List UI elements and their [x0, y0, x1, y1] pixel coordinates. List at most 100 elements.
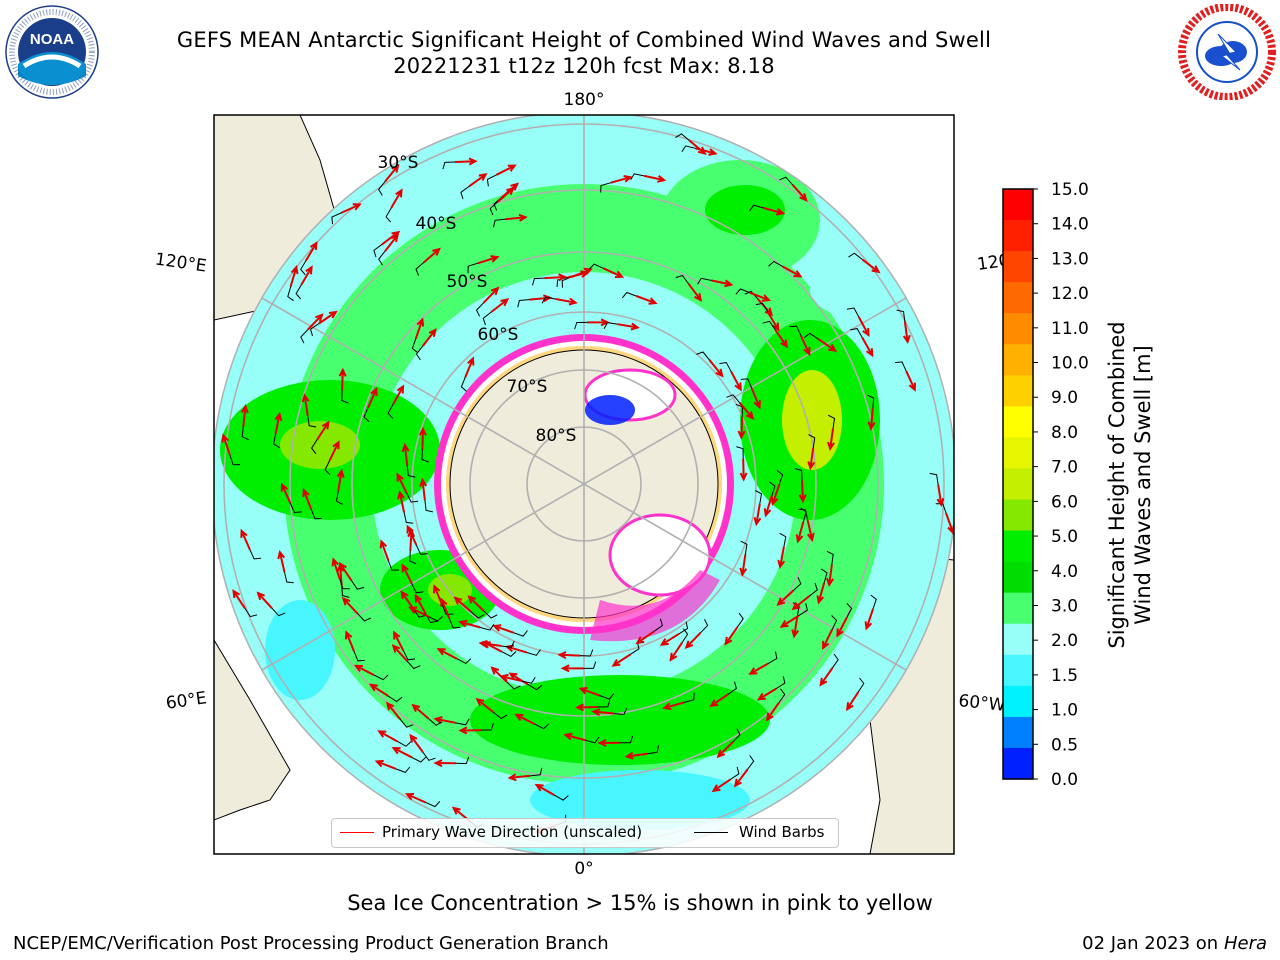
wind-barb: [415, 259, 427, 276]
wave-direction-arrow: [711, 778, 731, 793]
wind-barb: [729, 728, 741, 745]
colorbar-tick-label: 1.0: [1051, 701, 1078, 721]
wind-barb: [442, 161, 459, 170]
wind-barb: [745, 755, 755, 773]
wave-direction-arrow: [816, 582, 826, 605]
wind-barb: [680, 692, 695, 704]
wind-barb: [273, 430, 280, 449]
wind-barb: [363, 404, 370, 423]
wave-direction-arrow: [340, 203, 362, 214]
wave-direction-arrow: [560, 664, 584, 673]
wind-barb: [855, 677, 865, 696]
wind-barb: [776, 470, 784, 488]
wave-direction-arrow: [409, 733, 424, 753]
wind-barb: [460, 183, 473, 200]
wave-direction-arrow: [336, 468, 345, 492]
lat-label-40s: 40°S: [416, 214, 457, 234]
colorbar-tick-label: 12.0: [1051, 284, 1089, 304]
wave-direction-arrow: [716, 741, 734, 759]
wind-barb: [526, 767, 543, 777]
wind-barb: [768, 260, 786, 269]
wave-direction-arrow: [905, 370, 916, 392]
wind-barb: [867, 394, 875, 412]
wind-barb: [341, 386, 349, 404]
wave-direction-arrow: [422, 328, 437, 347]
wave-direction-arrow: [635, 295, 658, 305]
wave-direction-arrow: [240, 528, 251, 551]
wave-direction-arrow: [710, 279, 734, 288]
wave-direction-arrow: [544, 273, 568, 282]
wind-barb: [820, 568, 828, 587]
wave-direction-arrow: [505, 213, 528, 222]
map-frame: [213, 114, 955, 855]
wave-direction-arrow: [782, 265, 803, 278]
wind-barb: [300, 257, 309, 276]
footer-right: 02 Jan 2023 on Hera: [1082, 933, 1267, 954]
colorbar-tick-label: 6.0: [1051, 492, 1078, 512]
wind-barb: [373, 241, 386, 258]
wind-barb: [409, 580, 424, 594]
colorbar-segment: [1003, 747, 1033, 780]
wave-direction-arrow: [390, 188, 403, 209]
wind-barb: [762, 320, 778, 333]
wave-direction-arrow: [724, 626, 739, 646]
wave-direction-arrow: [864, 608, 874, 631]
wind-barb: [385, 204, 394, 223]
wave-direction-arrow: [738, 401, 755, 420]
wind-barb: [404, 658, 421, 670]
wave-direction-arrow: [763, 495, 773, 518]
wind-barb: [404, 489, 419, 503]
wind-barb: [697, 277, 715, 285]
wave-direction-arrow: [763, 206, 786, 216]
colorbar: 15.0 14.0 13.0 12.0 11.0 10.0 9.0 8.0 7.0 6.0 5.0 4…: [1002, 180, 1089, 790]
wave-direction-arrow: [408, 606, 429, 618]
wind-barb: [755, 490, 763, 508]
colorbar-tick-label: 0.5: [1051, 735, 1078, 755]
wave-direction-arrow: [458, 619, 481, 629]
wave-direction-arrow: [791, 184, 808, 202]
wind-barb: [460, 374, 467, 392]
wave-direction-arrow: [353, 664, 375, 676]
wind-barb: [408, 755, 427, 763]
wave-direction-arrow: [414, 317, 425, 340]
wind-barb: [610, 707, 628, 716]
wave-direction-arrow: [737, 417, 746, 440]
wave-direction-arrow: [826, 564, 834, 588]
wave-direction-arrow: [393, 630, 405, 652]
wave-direction-arrow: [662, 701, 685, 711]
wave-direction-arrow: [791, 595, 810, 611]
wave-direction-arrow: [749, 291, 772, 302]
wind-barb: [523, 649, 541, 656]
colorbar-segment: [1003, 251, 1033, 283]
wind-barb: [378, 248, 388, 266]
wind-barb: [384, 693, 403, 703]
wind-barb: [392, 766, 411, 773]
wave-direction-arrow: [392, 384, 405, 405]
wave-direction-arrow: [418, 426, 427, 450]
wind-barb: [354, 610, 372, 622]
wave-direction-arrow: [776, 589, 794, 606]
wind-barb: [600, 181, 615, 193]
wave-direction-arrow: [669, 642, 683, 662]
wave-direction-arrow: [404, 793, 427, 804]
wind-barb: [477, 723, 494, 731]
wind-barb: [352, 648, 365, 662]
wind-barb: [779, 176, 796, 188]
colorbar-tick-label: 10.0: [1051, 354, 1089, 374]
wave-direction-arrow: [817, 338, 838, 352]
colorbar-tick-label: 8.0: [1051, 423, 1078, 443]
wave-direction-arrow: [433, 759, 457, 768]
wind-barb: [779, 532, 787, 551]
wind-barb: [248, 546, 262, 560]
wind-barb: [795, 603, 808, 618]
lat-label-30s: 30°S: [378, 153, 419, 173]
footer-date: 02 Jan 2023 on: [1082, 933, 1224, 954]
legend-label-wave-direction: Primary Wave Direction (unscaled): [382, 823, 643, 841]
wave-direction-arrow: [300, 265, 313, 286]
wind-barb: [848, 252, 866, 262]
wave-direction-arrow: [845, 691, 860, 712]
wind-barb: [486, 172, 500, 187]
wave-direction-arrow: [795, 521, 805, 544]
wave-direction-arrow: [396, 472, 408, 494]
wave-direction-arrow: [391, 746, 413, 759]
